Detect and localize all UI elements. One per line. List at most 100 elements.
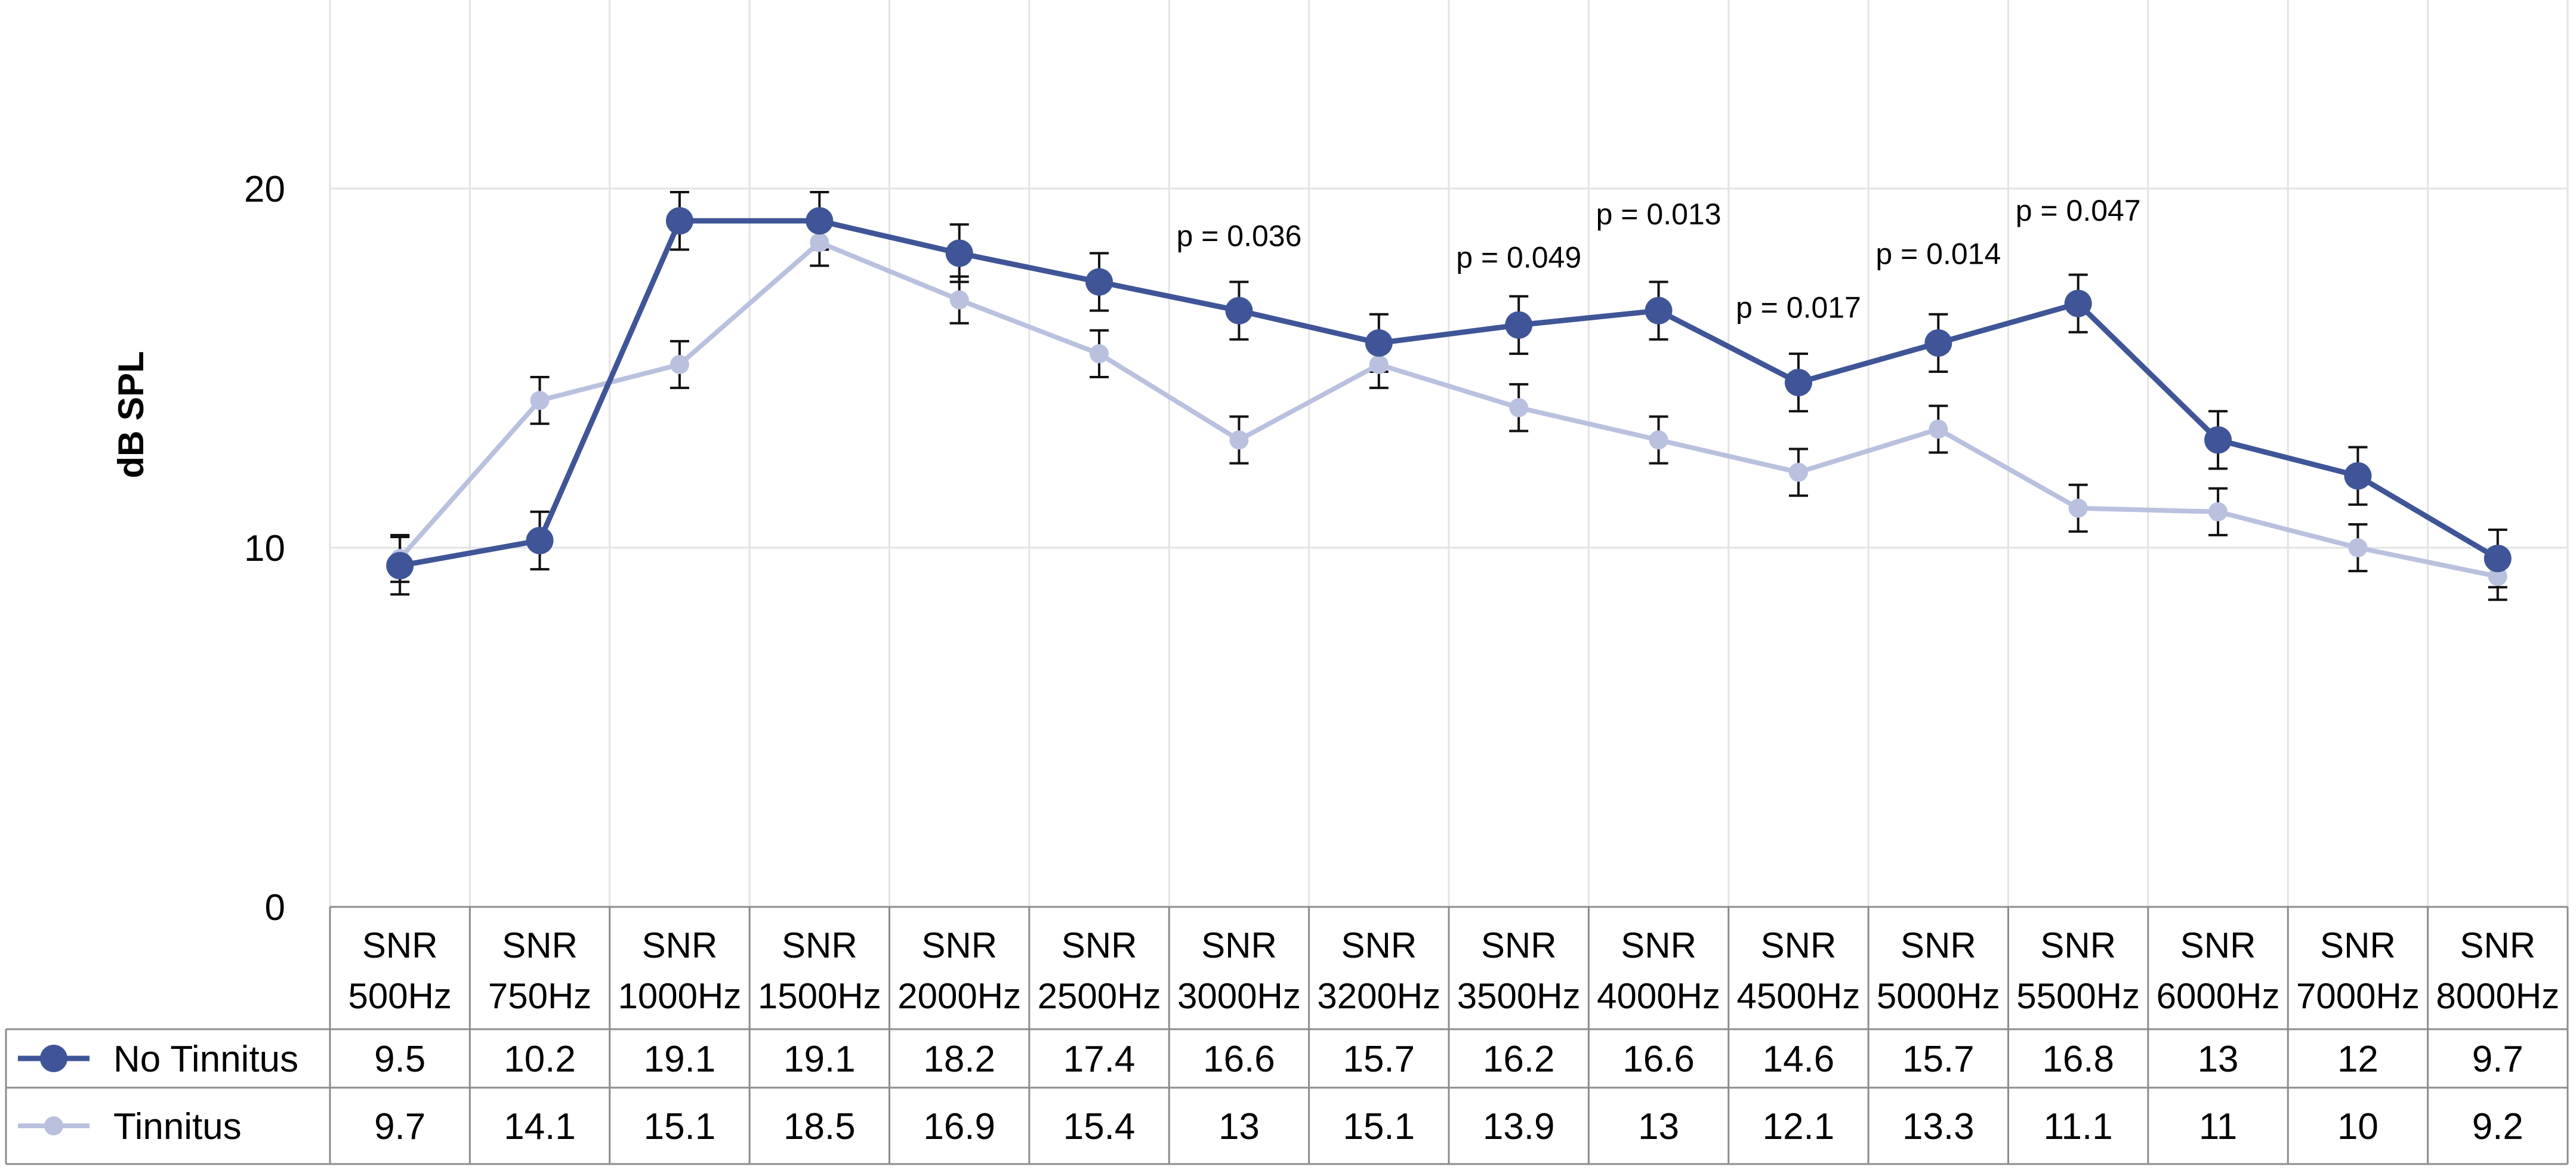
error-bars	[390, 191, 2507, 601]
data-table: SNR 500Hz SNR 750Hz SNR 1000Hz SNR 1500Hz SNR 200…	[5, 906, 2569, 1165]
table-cell: 14.6	[1763, 1039, 1835, 1080]
category-label: 6000Hz	[2157, 976, 2280, 1016]
p-value-label: p = 0.014	[1875, 237, 2001, 270]
p-value-label: p = 0.049	[1456, 240, 1581, 274]
category-label: SNR	[1341, 925, 1417, 965]
category-label: SNR	[1621, 925, 1696, 965]
category-label: SNR	[1481, 925, 1557, 965]
data-point	[810, 233, 829, 252]
data-point	[1369, 354, 1389, 374]
category-label: SNR	[921, 925, 997, 965]
table-cell: 16.2	[1483, 1039, 1555, 1080]
data-point	[2204, 426, 2232, 454]
category-label: 5500Hz	[2016, 976, 2140, 1016]
data-point	[1505, 311, 1533, 339]
category-label: 3200Hz	[1317, 976, 1440, 1016]
data-point	[1085, 268, 1113, 296]
category-label: 1000Hz	[618, 976, 742, 1016]
y-tick-label: 20	[244, 169, 285, 210]
p-value-label: p = 0.047	[2016, 194, 2141, 227]
y-tick-label: 0	[265, 887, 285, 928]
category-label: SNR	[1761, 925, 1837, 965]
legend-label: No Tinnitus	[113, 1039, 298, 1080]
data-point	[1649, 430, 1668, 450]
table-cell: 9.7	[2472, 1039, 2523, 1080]
data-point	[1784, 369, 1812, 397]
data-point	[1645, 297, 1673, 325]
y-axis: 0 10 20	[244, 169, 285, 928]
data-point	[2348, 538, 2368, 557]
table-cell: 18.2	[923, 1039, 995, 1080]
table-cell: 9.5	[374, 1039, 425, 1080]
category-label: SNR	[362, 925, 438, 965]
table-cell: 11.1	[2044, 1106, 2113, 1147]
table-cell: 13	[1638, 1106, 1679, 1147]
category-label: 7000Hz	[2296, 976, 2420, 1016]
data-point	[526, 526, 554, 554]
category-label: SNR	[642, 925, 718, 965]
data-point	[949, 290, 969, 310]
category-label: SNR	[2460, 925, 2535, 965]
table-cell: 15.1	[644, 1106, 716, 1147]
data-point	[2344, 462, 2372, 490]
table-cell: 9.2	[2472, 1106, 2523, 1147]
table-cell: 9.7	[374, 1106, 425, 1147]
data-point	[1229, 430, 1249, 450]
y-tick-label: 10	[244, 528, 285, 569]
table-cell: 16.6	[1203, 1039, 1275, 1080]
data-point	[1509, 398, 1529, 418]
p-value-label: p = 0.017	[1736, 291, 1861, 325]
category-label: 2000Hz	[897, 976, 1021, 1016]
category-label: 2500Hz	[1038, 976, 1161, 1016]
y-axis-label: dB SPL	[111, 351, 151, 478]
category-label: SNR	[2040, 925, 2116, 965]
category-label: 500Hz	[348, 976, 451, 1016]
table-cell: 13.3	[1902, 1106, 1975, 1147]
category-label: 4500Hz	[1737, 976, 1861, 1016]
category-label: 8000Hz	[2436, 976, 2559, 1016]
series-line-tinnitus	[398, 240, 2498, 579]
category-label: SNR	[782, 925, 857, 965]
table-cell: 13.9	[1483, 1106, 1555, 1147]
table-cell: 13	[2198, 1039, 2239, 1080]
category-label: SNR	[2320, 925, 2396, 965]
p-value-label: p = 0.036	[1176, 219, 1301, 252]
legend-key-marker	[44, 1116, 63, 1135]
table-cell: 14.1	[504, 1106, 576, 1147]
table-cell: 13	[1218, 1106, 1260, 1147]
data-point	[2208, 502, 2228, 521]
category-label: 3500Hz	[1457, 976, 1581, 1016]
table-cell: 16.8	[2042, 1039, 2114, 1080]
data-point	[806, 207, 834, 235]
data-point	[530, 391, 550, 410]
legend-label: Tinnitus	[113, 1106, 242, 1147]
data-point	[2484, 545, 2512, 573]
data-point	[1225, 297, 1253, 325]
category-label: SNR	[1901, 925, 1976, 965]
data-point	[665, 207, 693, 235]
data-point	[2488, 567, 2507, 586]
data-point	[670, 354, 689, 374]
category-label: SNR	[1201, 925, 1277, 965]
table-cell: 16.9	[923, 1106, 995, 1147]
p-value-annotations: p = 0.036 p = 0.049 p = 0.013 p = 0.017 p = …	[1176, 194, 2140, 325]
data-point	[1365, 329, 1393, 357]
table-cell: 19.1	[783, 1039, 856, 1080]
category-label: 4000Hz	[1597, 976, 1720, 1016]
data-point	[1929, 419, 1948, 439]
table-cell: 16.6	[1622, 1039, 1695, 1080]
table-cell: 18.5	[783, 1106, 856, 1147]
table-cell: 12.1	[1763, 1106, 1835, 1147]
table-cell: 15.7	[1902, 1039, 1975, 1080]
category-label: 3000Hz	[1177, 976, 1301, 1016]
data-point	[386, 552, 414, 580]
table-cell: 17.4	[1063, 1039, 1136, 1080]
category-label: SNR	[2180, 925, 2256, 965]
table-cell: 15.1	[1343, 1106, 1415, 1147]
data-point	[1924, 329, 1952, 357]
table-cell: 15.7	[1343, 1039, 1415, 1080]
table-cell: 15.4	[1063, 1106, 1136, 1147]
series-line-no-tinnitus	[399, 218, 2500, 569]
data-point	[1090, 344, 1109, 363]
